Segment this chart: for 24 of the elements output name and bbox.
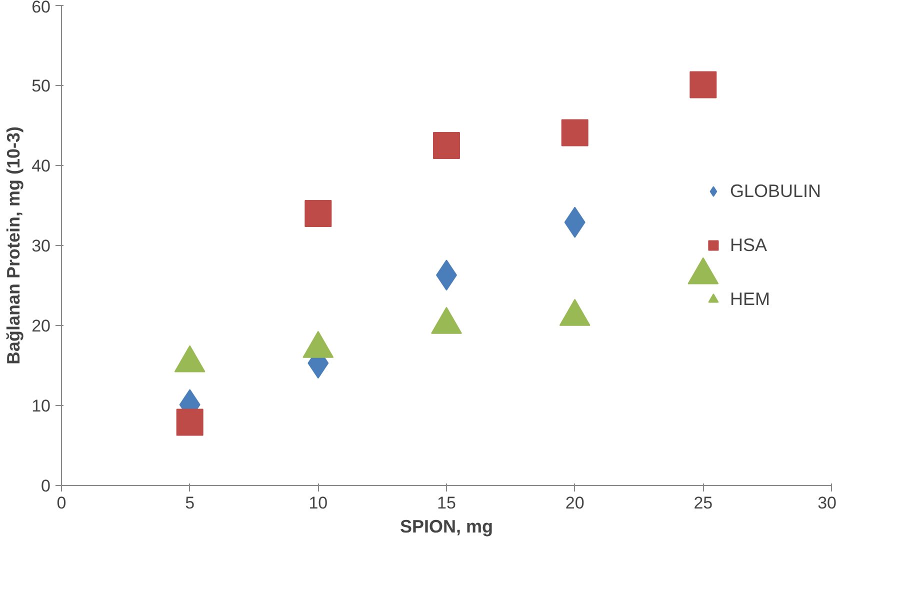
x-tick-label: 25	[694, 494, 713, 512]
legend-label: GLOBULIN	[730, 180, 821, 202]
point	[561, 119, 588, 146]
y-tick-label: 10	[32, 396, 51, 416]
x-tick-label: 10	[308, 494, 328, 512]
x-tick-label: 5	[185, 494, 195, 512]
y-tick-label: 40	[32, 156, 51, 176]
y-tick-label: 20	[32, 316, 51, 336]
x-tick-label: 0	[56, 494, 66, 512]
x-axis-title: SPION, mg	[400, 516, 494, 536]
point	[304, 200, 332, 227]
x-tick-label: 20	[565, 494, 584, 512]
legend-label: HSA	[730, 234, 767, 256]
x-tick-label: 15	[437, 494, 456, 512]
y-axis-title: Bağlanan Protein, mg (10-3)	[4, 126, 24, 365]
y-tick-label: 30	[32, 236, 51, 256]
legend-label: HEM	[730, 288, 770, 310]
y-tick-label: 50	[32, 76, 51, 96]
point	[690, 71, 717, 98]
point	[433, 132, 460, 159]
y-tick-label: 60	[32, 0, 51, 16]
point	[176, 408, 204, 436]
x-tick-label: 30	[818, 494, 837, 512]
y-tick-label: 0	[41, 476, 51, 496]
